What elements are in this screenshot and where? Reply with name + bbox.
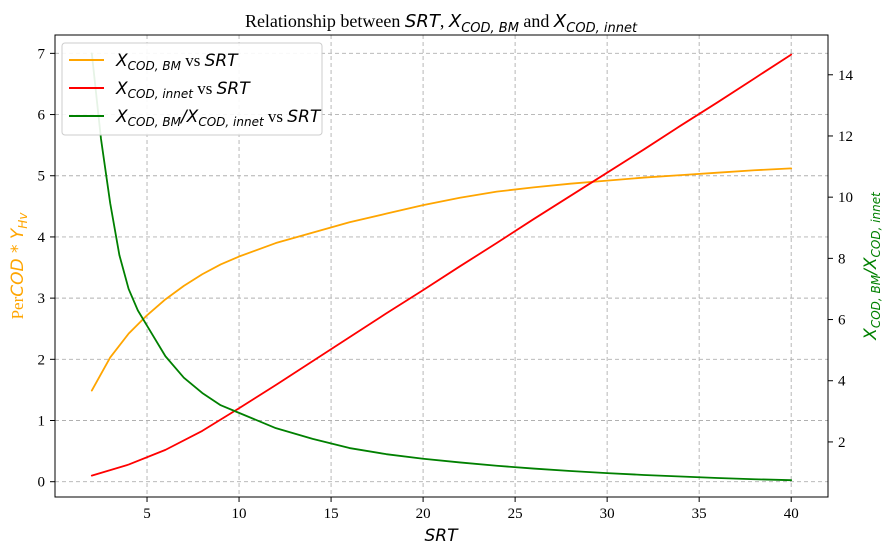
x-tick-label-10: 10 [232,506,247,522]
legend-label-red: XCOD, innet vs SRT [115,79,251,101]
series-group [90,52,793,482]
series-line-ratio [90,52,793,482]
x-tick-label-40: 40 [784,506,799,522]
left-y-tick-label-5: 5 [38,169,46,185]
x-tick-label-35: 35 [692,506,707,522]
left-y-tick-label-0: 0 [38,475,46,491]
right-y-tick-label-6: 6 [838,313,846,329]
legend-label-orange: XCOD, BM vs SRT [115,51,239,73]
left-y-axis-label: PerCOD * YHv [8,212,30,320]
x-tick-label-5: 5 [143,506,151,522]
x-tick-label-15: 15 [324,506,339,522]
grid [55,35,828,497]
x-axis-label: SRT [425,526,460,546]
x-tick-label-20: 20 [416,506,431,522]
right-y-tick-label-12: 12 [838,129,853,145]
left-y-tick-label-3: 3 [38,291,46,307]
right-y-tick-label-14: 14 [838,68,854,84]
right-y-tick-label-2: 2 [838,435,846,451]
right-y-tick-label-10: 10 [838,190,853,206]
left-y-tick-label-4: 4 [38,230,46,246]
plot-area-frame [54,34,829,498]
series-line-x-cod-bm [90,167,793,392]
x-tick-label-25: 25 [508,506,523,522]
series-line-x-cod-innet [90,53,793,477]
left-y-tick-label-2: 2 [38,352,46,368]
legend-label-green: XCOD, BM/XCOD, innet vs SRT [115,107,322,129]
left-y-tick-label-6: 6 [38,108,46,124]
right-y-tick-label-4: 4 [838,374,846,390]
legend-frame [61,42,323,136]
left-y-tick-label-7: 7 [38,46,46,62]
right-y-tick-label-8: 8 [838,251,846,267]
legend: XCOD, BM vs SRT XCOD, innet vs SRT XCOD,… [61,42,323,136]
chart-title: Relationship between SRT, XCOD, BM and X… [245,11,638,36]
x-tick-label-30: 30 [600,506,615,522]
right-y-axis-label: XCOD, BM/XCOD, innet [861,191,883,341]
left-y-tick-label-1: 1 [38,414,46,430]
